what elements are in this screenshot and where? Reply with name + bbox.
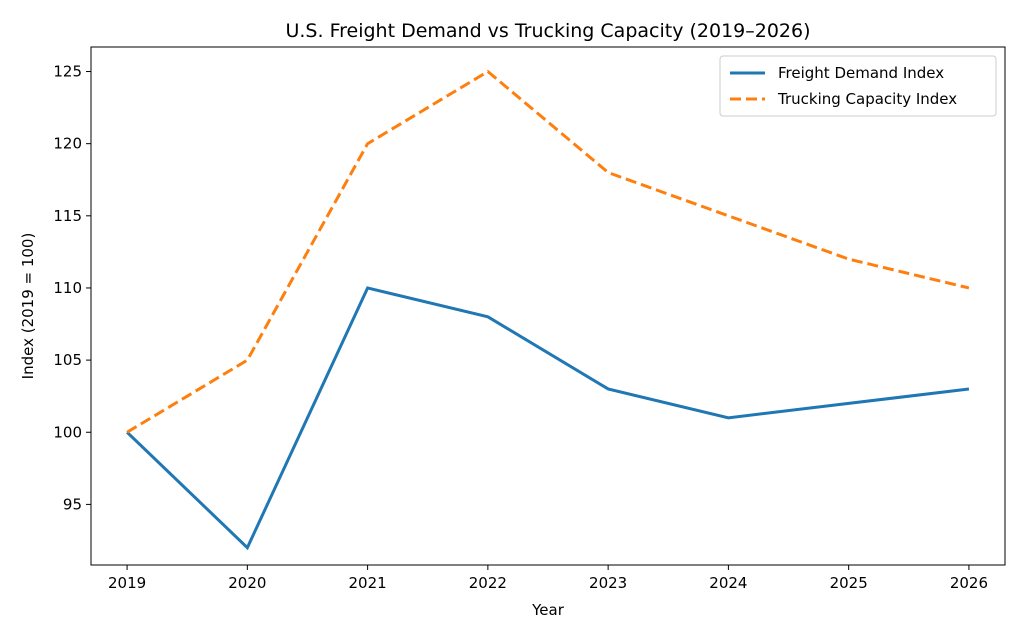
legend: Freight Demand Index Trucking Capacity I… xyxy=(719,55,997,117)
y-tick-label: 125 xyxy=(53,63,82,81)
x-tick-label: 2019 xyxy=(108,574,146,592)
series-layer xyxy=(126,69,970,551)
x-tick-label: 2020 xyxy=(228,574,266,592)
x-tick-label: 2022 xyxy=(469,574,507,592)
x-tick-label: 2023 xyxy=(589,574,627,592)
x-axis-ticks: 2019 2020 2021 2022 2023 2024 2025 2026 xyxy=(108,565,988,592)
series-line-trucking-capacity-index xyxy=(126,69,970,434)
y-axis-ticks: 95 100 105 110 115 120 125 xyxy=(53,63,91,513)
x-tick-label: 2025 xyxy=(830,574,868,592)
y-tick-label: 115 xyxy=(53,207,82,225)
y-tick-label: 95 xyxy=(63,495,82,513)
x-axis-label: Year xyxy=(531,601,565,619)
plot-frame xyxy=(90,46,1006,566)
y-axis-label: Index (2019 = 100) xyxy=(19,233,37,380)
chart-title: U.S. Freight Demand vs Trucking Capacity… xyxy=(285,20,810,42)
legend-box xyxy=(719,55,997,117)
y-tick-label: 120 xyxy=(53,135,82,153)
series-line-freight-demand-index xyxy=(126,286,970,551)
legend-label-freight-demand: Freight Demand Index xyxy=(778,64,944,82)
legend-label-trucking-capacity: Trucking Capacity Index xyxy=(777,90,957,108)
x-tick-label: 2024 xyxy=(709,574,747,592)
x-tick-label: 2021 xyxy=(349,574,387,592)
y-tick-label: 100 xyxy=(53,423,82,441)
y-tick-label: 105 xyxy=(53,351,82,369)
x-tick-label: 2026 xyxy=(950,574,988,592)
y-tick-label: 110 xyxy=(53,279,82,297)
